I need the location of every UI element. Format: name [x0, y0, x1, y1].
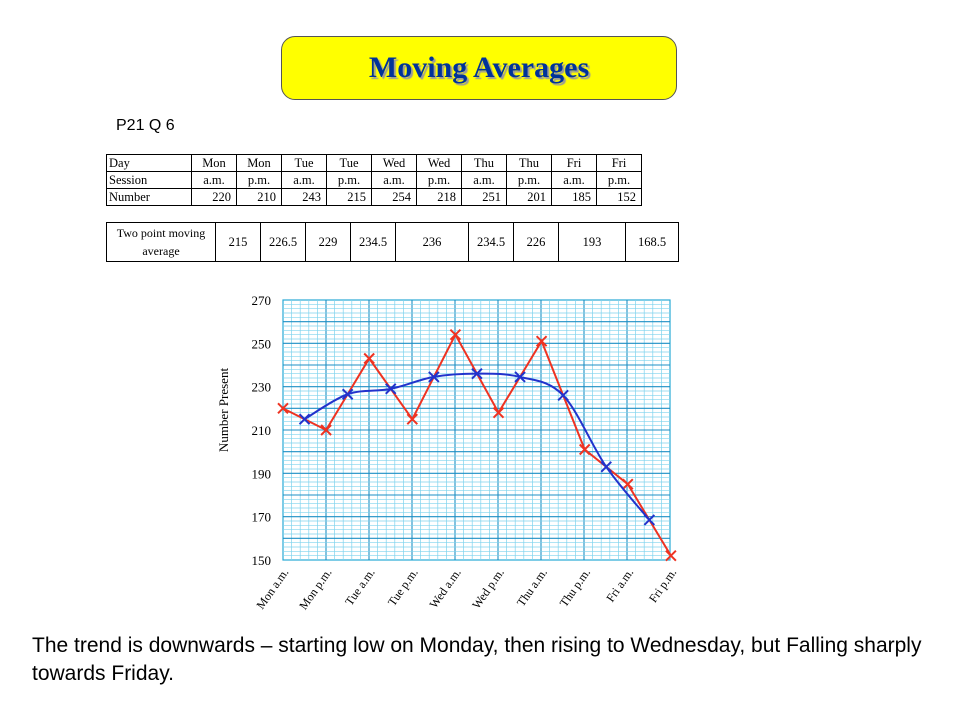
data-point-marker [277, 402, 289, 415]
title-banner: Moving Averages [281, 36, 677, 100]
table-cell: 251 [461, 188, 507, 206]
x-tick-label: Tue p.m. [385, 566, 421, 609]
table-cell: 229 [305, 222, 351, 262]
table-cell: 215 [215, 222, 261, 262]
table-cell: 226.5 [260, 222, 306, 262]
table-cell: p.m. [326, 171, 372, 189]
chart-grid [282, 299, 671, 561]
table-cell: Tue [281, 154, 327, 172]
question-reference: P21 Q 6 [116, 117, 175, 134]
table-cell: 201 [506, 188, 552, 206]
table-row-moving-average: Two point moving average 215 226.5 229 2… [106, 222, 679, 262]
table-cell: Fri [551, 154, 597, 172]
y-tick-label: 250 [252, 336, 272, 351]
table-cell: Mon [191, 154, 237, 172]
x-tick-label: Mon p.m. [296, 566, 334, 613]
y-tick-label: 150 [252, 553, 272, 568]
y-tick-label: 230 [252, 380, 272, 395]
table-cell: 152 [596, 188, 642, 206]
table-cell: 234.5 [468, 222, 514, 262]
table-cell: a.m. [281, 171, 327, 189]
x-tick-label: Wed p.m. [469, 566, 507, 612]
data-point-marker [665, 549, 677, 562]
data-point-marker [449, 328, 462, 341]
data-point-marker [298, 413, 311, 425]
data-point-marker [557, 389, 569, 402]
table-cell: 243 [281, 188, 327, 206]
y-tick-label: 190 [252, 466, 272, 481]
y-tick-label: 170 [252, 510, 272, 525]
data-point-marker [600, 461, 612, 473]
data-point-marker [406, 413, 419, 425]
table-cell: 215 [326, 188, 372, 206]
x-tick-label: Thu a.m. [514, 566, 550, 609]
data-point-marker [471, 367, 483, 380]
data-point-marker [578, 443, 591, 456]
page-title: Moving Averages [368, 51, 590, 84]
x-tick-label: Mon a.m. [253, 566, 291, 612]
table-cell: 168.5 [625, 222, 679, 262]
table-cell: Thu [461, 154, 507, 172]
data-point-marker [492, 406, 505, 419]
table-cell: 254 [371, 188, 417, 206]
table-cell: 234.5 [350, 222, 396, 262]
x-axis-ticks: Mon a.m. Mon p.m. Tue a.m. Tue p.m. Wed a.m.… [253, 566, 679, 613]
table-cell: 218 [416, 188, 462, 206]
series-line-2 [304, 372, 651, 521]
table-cell: p.m. [596, 171, 642, 189]
x-tick-label: Thu p.m. [557, 566, 594, 610]
data-point-marker [341, 388, 354, 400]
y-tick-label: 270 [252, 293, 272, 308]
table-row-number: Number 220 210 243 215 254 218 251 201 1… [106, 188, 642, 206]
y-axis-ticks: 150 170 190 210 230 250 270 [252, 293, 272, 568]
table-cell: 220 [191, 188, 237, 206]
table-cell: 185 [551, 188, 597, 206]
data-point-marker [385, 383, 397, 395]
moving-average-table: Two point moving average 215 226.5 229 2… [106, 222, 679, 262]
x-tick-label: Wed a.m. [426, 566, 463, 611]
data-point-marker [643, 514, 656, 526]
table-cell: Fri [596, 154, 642, 172]
table-cell: 236 [395, 222, 469, 262]
table-cell: 210 [236, 188, 282, 206]
chart-series [277, 328, 677, 562]
table-cell: a.m. [191, 171, 237, 189]
data-point-marker [320, 424, 332, 436]
table-cell: 226 [513, 222, 559, 262]
y-axis-label: Number Present [216, 368, 231, 453]
data-point-marker [428, 371, 440, 383]
table-cell: Mon [236, 154, 282, 172]
x-tick-label: Tue a.m. [342, 566, 378, 608]
data-point-marker [622, 478, 634, 490]
x-tick-label: Fri p.m. [646, 566, 679, 605]
trend-description: The trend is downwards – starting low on… [32, 634, 922, 685]
row-header: Two point moving average [106, 222, 216, 262]
data-table: Day Mon Mon Tue Tue Wed Wed Thu Thu Fri … [106, 154, 642, 206]
row-header: Number [106, 188, 192, 206]
data-point-marker [363, 352, 375, 365]
y-tick-label: 210 [252, 423, 272, 438]
data-point-marker [514, 371, 526, 383]
data-point-marker [535, 335, 548, 347]
x-tick-label: Fri a.m. [603, 566, 636, 605]
